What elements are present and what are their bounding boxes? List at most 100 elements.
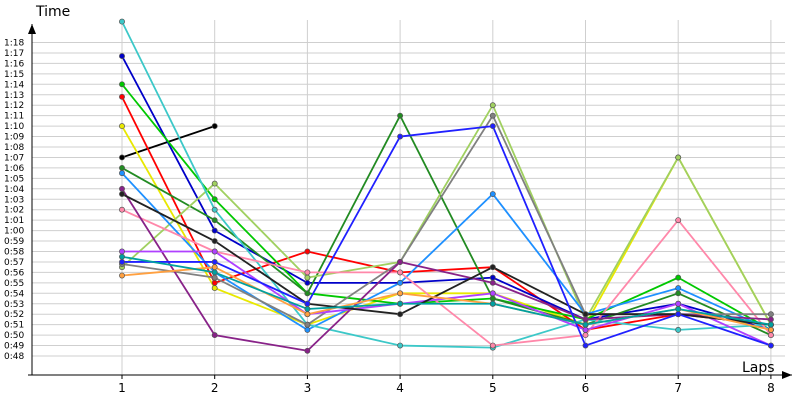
x-tick-label: 5 [489, 381, 497, 395]
y-tick-label: 1:11 [4, 112, 24, 122]
series-point [675, 154, 682, 161]
series-point [397, 290, 404, 297]
series-line [121, 172, 772, 331]
series-line [121, 21, 771, 349]
series-point [304, 269, 311, 276]
series-line [121, 266, 772, 331]
series-point [211, 227, 218, 234]
series-point [304, 311, 311, 318]
series-point [582, 342, 589, 349]
series-point [211, 259, 218, 265]
y-tick-label: 1:01 [4, 216, 24, 226]
series-point [767, 342, 774, 349]
y-tick-label: 0:52 [4, 310, 24, 320]
series-point [211, 123, 218, 130]
series-point [489, 264, 496, 271]
y-tick-label: 1:05 [4, 174, 24, 184]
series-line [122, 125, 772, 347]
series-point [582, 311, 589, 318]
series-point [119, 185, 125, 192]
series-point [211, 279, 218, 286]
series-point [489, 295, 496, 302]
series-point [119, 253, 125, 260]
series-point [119, 191, 125, 197]
series-point [675, 326, 682, 333]
y-tick-label: 1:08 [4, 143, 24, 153]
series-point [397, 112, 404, 119]
series-point [489, 274, 496, 281]
y-tick-label: 1:17 [4, 49, 24, 59]
axes-layer [28, 24, 792, 379]
series-point [304, 326, 311, 333]
y-tick-label: 1:02 [4, 206, 24, 216]
y-tick-label: 0:49 [4, 342, 24, 352]
series-point [397, 259, 404, 265]
series-point [211, 206, 218, 213]
series-point [304, 290, 311, 297]
y-tick-label: 0:53 [4, 300, 24, 310]
series-point [119, 154, 125, 161]
y-tick-label: 1:14 [4, 80, 24, 90]
series-point [119, 164, 125, 171]
y-tick-label: 1:12 [4, 101, 24, 111]
series-point [489, 290, 496, 297]
y-tick-label: 1:15 [4, 70, 24, 80]
series-point [211, 180, 218, 187]
labels-layer: 0:480:490:500:510:520:530:540:550:560:57… [4, 4, 775, 395]
series-point [489, 300, 496, 307]
series-point [304, 321, 311, 328]
x-tick-label: 3 [304, 381, 312, 395]
series-line [121, 208, 772, 347]
series-point [489, 112, 496, 119]
series-point [211, 248, 218, 255]
series-point [489, 123, 496, 130]
series-point [489, 191, 496, 197]
series-point [397, 342, 404, 349]
x-tick-label: 2 [211, 381, 219, 395]
y-axis-title: Time [35, 4, 70, 20]
series-point [582, 332, 589, 339]
series-point [119, 248, 125, 255]
series-point [675, 311, 682, 318]
series-point [397, 279, 404, 286]
x-tick-label: 1 [118, 381, 126, 395]
series-point [211, 274, 218, 281]
series-point [675, 217, 682, 224]
series-line [121, 255, 772, 326]
series-line [121, 193, 772, 326]
series-point [767, 332, 774, 339]
series-point [119, 259, 125, 265]
y-tick-label: 0:51 [4, 321, 24, 331]
series-point [211, 269, 218, 276]
series-point [119, 170, 125, 177]
series-line [121, 114, 772, 336]
y-tick-label: 1:06 [4, 164, 24, 174]
series-point [119, 18, 125, 25]
series-point [767, 311, 774, 318]
y-tick-label: 0:58 [4, 248, 24, 258]
y-tick-label: 0:57 [4, 258, 24, 268]
series-point [582, 326, 589, 333]
series-point [767, 321, 774, 328]
x-tick-label: 4 [396, 381, 404, 395]
y-tick-label: 0:59 [4, 237, 24, 247]
y-tick-label: 0:48 [4, 352, 24, 362]
series-point [304, 300, 311, 307]
series-point [211, 196, 218, 203]
series-point [304, 306, 311, 312]
series-point [211, 264, 218, 271]
series-point [675, 300, 682, 307]
series-point [119, 53, 125, 60]
series-point [211, 285, 218, 292]
series-point [675, 274, 682, 281]
y-tick-label: 1:13 [4, 91, 24, 101]
series-point [489, 279, 496, 286]
series-point [767, 326, 774, 333]
series-point [119, 272, 125, 279]
y-tick-label: 0:54 [4, 289, 24, 299]
x-tick-label: 7 [674, 381, 682, 395]
y-tick-label: 1:03 [4, 195, 24, 205]
series-line [121, 83, 772, 331]
